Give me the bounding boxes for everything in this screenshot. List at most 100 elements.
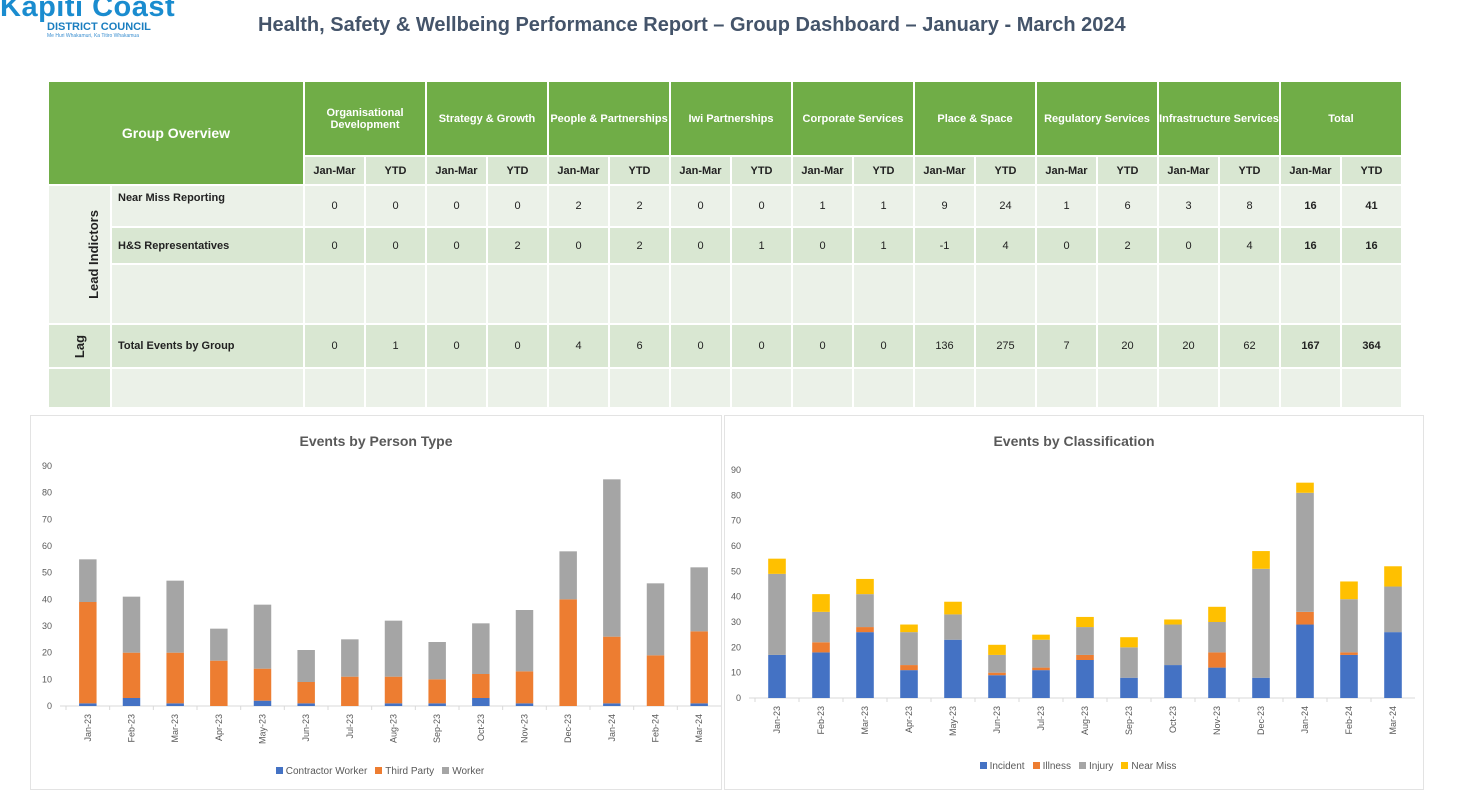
x-tick-label: Mar-23 xyxy=(860,706,870,735)
person-type-chart: Events by Person Type 0 10 20 30 40 50 60 70 80 9… xyxy=(30,415,722,790)
row-label: Near Miss Reporting xyxy=(110,184,305,228)
y-tick-label: 10 xyxy=(42,674,52,684)
group-header: People & Partnerships xyxy=(547,80,671,157)
empty-cell xyxy=(730,263,793,325)
bar-segment-incident xyxy=(1076,660,1094,698)
legend-item: Injury xyxy=(1088,761,1114,772)
bar-segment-illness xyxy=(988,672,1006,676)
legend-swatch xyxy=(442,767,450,774)
empty-cell xyxy=(486,263,549,325)
empty-cell xyxy=(669,263,732,325)
y-tick-label: 50 xyxy=(42,568,52,578)
empty-cell xyxy=(1279,367,1342,409)
x-tick-label: Nov-23 xyxy=(520,714,530,743)
bar-segment-incident xyxy=(1252,677,1270,698)
bar-segment-incident xyxy=(1340,654,1358,698)
table-cell: 0 xyxy=(791,323,854,369)
table-cell: 16 xyxy=(1340,226,1403,265)
bar-segment-third-party xyxy=(384,676,403,704)
bar-segment-contractor-worker xyxy=(166,703,184,706)
bar-segment-incident xyxy=(900,670,918,698)
period-header: YTD xyxy=(1340,155,1403,186)
bar-segment-incident xyxy=(856,632,874,698)
table-cell: 0 xyxy=(730,323,793,369)
bar-segment-contractor-worker xyxy=(384,703,403,706)
bar-segment-near-miss xyxy=(812,594,830,612)
bar-segment-third-party xyxy=(297,682,315,704)
empty-cell xyxy=(425,263,488,325)
empty-cell xyxy=(1096,263,1159,325)
bar-segment-injury xyxy=(1252,568,1270,678)
bar-segment-injury xyxy=(1164,624,1182,666)
bar-segment-injury xyxy=(812,611,830,643)
empty-cell xyxy=(364,367,427,409)
bar-segment-worker xyxy=(341,639,359,677)
group-header: Organisational Development xyxy=(303,80,427,157)
table-cell: 8 xyxy=(1218,184,1281,228)
y-tick-label: 60 xyxy=(42,541,52,551)
table-cell: 7 xyxy=(1035,323,1098,369)
table-cell: 1 xyxy=(791,184,854,228)
bar-segment-incident xyxy=(1164,665,1182,698)
table-cell: 1 xyxy=(1035,184,1098,228)
table-cell: 0 xyxy=(364,184,427,228)
bar-segment-injury xyxy=(1340,599,1358,653)
x-tick-label: May-23 xyxy=(948,706,958,736)
table-cell: 0 xyxy=(486,184,549,228)
bar-segment-worker xyxy=(122,596,141,653)
bar-segment-illness xyxy=(856,627,874,633)
y-tick-label: 70 xyxy=(731,516,741,526)
period-header: Jan-Mar xyxy=(913,155,976,186)
y-tick-label: 40 xyxy=(731,592,741,602)
table-cell: 1 xyxy=(730,226,793,265)
chart-legend: Contractor Worker Third Party Worker xyxy=(31,766,721,777)
x-tick-label: Jan-24 xyxy=(607,714,617,742)
table-cell: 2 xyxy=(486,226,549,265)
lag-label: Lag xyxy=(47,323,112,369)
empty-cell xyxy=(1218,263,1281,325)
period-header: Jan-Mar xyxy=(1157,155,1220,186)
x-tick-label: Sep-23 xyxy=(432,714,442,743)
bar-segment-third-party xyxy=(690,631,708,704)
table-cell: 16 xyxy=(1279,226,1342,265)
bar-segment-injury xyxy=(1032,639,1050,668)
table-cell: 1 xyxy=(364,323,427,369)
table-cell: 2 xyxy=(608,184,671,228)
y-tick-label: 90 xyxy=(731,465,741,475)
row-label: Total Events by Group xyxy=(110,323,305,369)
bar-segment-injury xyxy=(988,654,1006,673)
table-cell: 0 xyxy=(852,323,915,369)
bar-segment-worker xyxy=(79,559,97,602)
bar-segment-contractor-worker xyxy=(472,698,490,706)
bar-segment-contractor-worker xyxy=(253,700,272,706)
bar-segment-third-party xyxy=(253,668,272,701)
bar-segment-injury xyxy=(1296,492,1314,612)
x-tick-label: Mar-24 xyxy=(694,714,704,743)
empty-cell xyxy=(974,263,1037,325)
council-logo: Kapiti Coast DISTRICT COUNCIL Me Huri Wh… xyxy=(0,0,176,39)
empty-cell xyxy=(1096,367,1159,409)
bar-segment-worker xyxy=(690,567,708,632)
table-cell: 167 xyxy=(1279,323,1342,369)
bar-segment-worker xyxy=(253,604,272,669)
x-tick-label: Feb-23 xyxy=(816,706,826,735)
table-cell: 0 xyxy=(669,226,732,265)
empty-cell xyxy=(547,367,610,409)
table-cell: 0 xyxy=(791,226,854,265)
period-header: YTD xyxy=(1218,155,1281,186)
legend-item: Worker xyxy=(452,766,485,777)
empty-cell xyxy=(974,367,1037,409)
bar-segment-near-miss xyxy=(856,578,874,595)
period-header: Jan-Mar xyxy=(791,155,854,186)
x-tick-label: Nov-23 xyxy=(1212,706,1222,735)
table-cell: 275 xyxy=(974,323,1037,369)
empty-cell xyxy=(425,367,488,409)
bar-segment-near-miss xyxy=(1340,581,1358,600)
x-tick-label: Jan-23 xyxy=(83,714,93,742)
table-cell: 0 xyxy=(425,184,488,228)
period-header: YTD xyxy=(486,155,549,186)
classification-chart: Events by Classification 0 10 20 30 40 50 60 70… xyxy=(724,415,1424,790)
period-header: Jan-Mar xyxy=(303,155,366,186)
bar-segment-contractor-worker xyxy=(690,703,708,706)
legend-item: Incident xyxy=(989,761,1025,772)
